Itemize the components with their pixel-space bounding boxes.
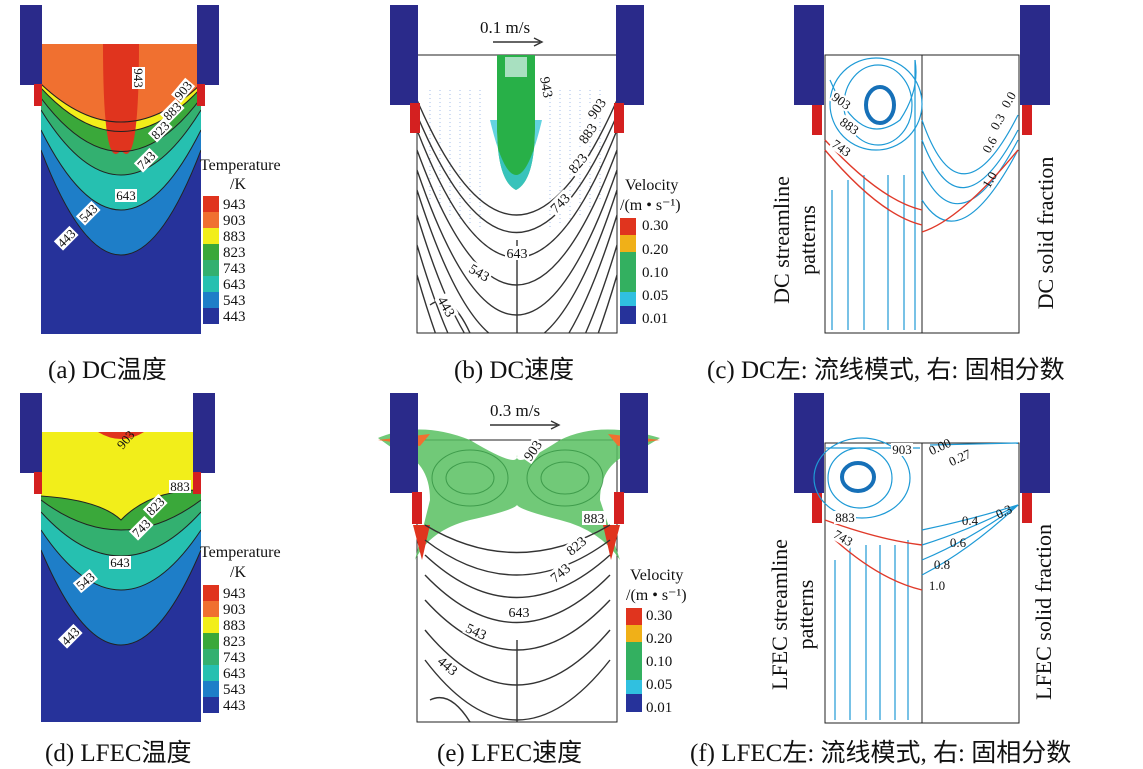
streamline-label-lfec: LFEC streamline patterns bbox=[767, 507, 819, 722]
fraction-label: 0.3 bbox=[993, 501, 1014, 521]
solid-fraction-label-text: LFEC solid fraction bbox=[1031, 524, 1056, 700]
streamline-label-line2: patterns bbox=[793, 579, 818, 650]
fraction-label: 0.6 bbox=[950, 535, 967, 550]
vector-scale-label: 0.3 m/s bbox=[490, 401, 540, 420]
legend-value: 0.01 bbox=[642, 311, 668, 327]
legend-value: 0.20 bbox=[646, 631, 672, 647]
legend-value: 0.10 bbox=[646, 654, 672, 670]
region-943 bbox=[103, 44, 139, 155]
legend-title: Temperature bbox=[200, 544, 281, 561]
contour-label: 883 bbox=[835, 510, 855, 525]
legend-value: 943 bbox=[223, 586, 246, 602]
legend-value: 443 bbox=[223, 698, 246, 714]
contour-label: 643 bbox=[110, 555, 130, 570]
caption-e: (e) LFEC速度 bbox=[437, 740, 583, 767]
legend-value: 643 bbox=[223, 666, 246, 682]
streamline-label-line2: patterns bbox=[795, 205, 820, 275]
streamline-label-line1: DC streamline bbox=[769, 176, 794, 304]
temperature-legend: 943 903 883 823 743 643 543 443 Temperat… bbox=[200, 544, 281, 714]
fraction-label: 1.0 bbox=[929, 578, 945, 593]
fraction-label: 0.0 bbox=[998, 89, 1019, 111]
panel-c-streamline-dc: 903 883 743 0.0 0.3 0.6 1.0 bbox=[794, 5, 1050, 334]
legend-value: 0.20 bbox=[642, 242, 668, 258]
caption-d: (d) LFEC温度 bbox=[45, 740, 192, 767]
legend-title: Temperature bbox=[200, 157, 281, 174]
contour-label: 883 bbox=[584, 512, 605, 527]
legend-unit: /K bbox=[230, 176, 246, 193]
mold-right bbox=[197, 5, 219, 85]
legend-unit: /(m • s⁻¹) bbox=[620, 197, 681, 214]
velocity-legend: 0.30 0.20 0.10 0.05 0.01 Velocity /(m • … bbox=[626, 567, 687, 716]
solid-fraction-label-dc: DC solid fraction bbox=[1033, 133, 1059, 333]
mold-left bbox=[20, 5, 42, 85]
vector-scale-label: 0.1 m/s bbox=[480, 18, 530, 37]
legend-title: Velocity bbox=[630, 567, 683, 584]
legend-value: 823 bbox=[223, 245, 246, 261]
panel-a-temperature-dc: 943 903 883 823 743 643 543 443 943 903 … bbox=[20, 5, 281, 334]
fraction-label: 1.0 bbox=[979, 169, 1000, 191]
temperature-legend: 943 903 883 823 743 643 543 443 Temperat… bbox=[200, 157, 281, 325]
caption-b: (b) DC速度 bbox=[454, 357, 575, 384]
legend-value: 643 bbox=[223, 277, 246, 293]
legend-value: 543 bbox=[223, 682, 246, 698]
panel-e-velocity-lfec: 0.3 m/s 903 883 823 743 643 543 443 0.30… bbox=[378, 393, 687, 723]
legend-value: 0.30 bbox=[642, 218, 668, 234]
contour-label: 903 bbox=[892, 442, 912, 457]
legend-value: 883 bbox=[223, 618, 246, 634]
legend-title: Velocity bbox=[625, 177, 678, 194]
jet-core bbox=[496, 55, 536, 190]
solid-fraction-label-lfec: LFEC solid fraction bbox=[1031, 502, 1057, 722]
legend-value: 823 bbox=[223, 634, 246, 650]
contour-label: 643 bbox=[507, 247, 528, 262]
caption-f: (f) LFEC左: 流线模式, 右: 固相分数 bbox=[690, 740, 1072, 767]
contour-label: 643 bbox=[509, 606, 530, 621]
legend-value: 903 bbox=[223, 213, 246, 229]
fraction-label: 0.6 bbox=[979, 134, 1000, 156]
streamline-label-dc: DC streamline patterns bbox=[769, 145, 821, 335]
legend-value: 903 bbox=[223, 602, 246, 618]
panel-b-velocity-dc: 0.1 m/s 943 903 883 823 743 643 543 443 … bbox=[390, 5, 681, 334]
legend-value: 443 bbox=[223, 309, 246, 325]
legend-value: 883 bbox=[223, 229, 246, 245]
fraction-label: 0.4 bbox=[962, 513, 979, 528]
contour-label: 943 bbox=[131, 68, 146, 88]
legend-unit: /(m • s⁻¹) bbox=[626, 587, 687, 604]
legend-value: 743 bbox=[223, 261, 246, 277]
fraction-label: 0.3 bbox=[987, 111, 1008, 133]
panel-d-temperature-lfec: 903 883 823 743 643 543 443 943 903 883 … bbox=[20, 393, 281, 722]
caption-a: (a) DC温度 bbox=[48, 357, 167, 384]
legend-value: 0.10 bbox=[642, 265, 668, 281]
legend-value: 0.05 bbox=[646, 677, 672, 693]
hot-top-right bbox=[197, 84, 205, 106]
legend-value: 943 bbox=[223, 197, 246, 213]
legend-value: 543 bbox=[223, 293, 246, 309]
solid-fraction-label-text: DC solid fraction bbox=[1033, 156, 1058, 310]
legend-value: 0.30 bbox=[646, 608, 672, 624]
contour-label: 883 bbox=[170, 479, 190, 494]
legend-value: 0.05 bbox=[642, 288, 668, 304]
caption-c: (c) DC左: 流线模式, 右: 固相分数 bbox=[707, 357, 1065, 384]
contour-label: 643 bbox=[116, 188, 136, 203]
legend-value: 743 bbox=[223, 650, 246, 666]
legend-unit: /K bbox=[230, 564, 246, 581]
fraction-label: 0.8 bbox=[934, 557, 950, 572]
hot-top-left bbox=[34, 84, 42, 106]
legend-value: 0.01 bbox=[646, 700, 672, 716]
streamline-label-line1: LFEC streamline bbox=[767, 539, 792, 690]
contour-label: 943 bbox=[536, 76, 554, 99]
panel-f-streamline-lfec: 903 883 743 0.00 0.27 0.3 0.4 0.6 0.8 1.… bbox=[794, 393, 1050, 724]
velocity-legend: 0.30 0.20 0.10 0.05 0.01 Velocity /(m • … bbox=[620, 177, 681, 327]
